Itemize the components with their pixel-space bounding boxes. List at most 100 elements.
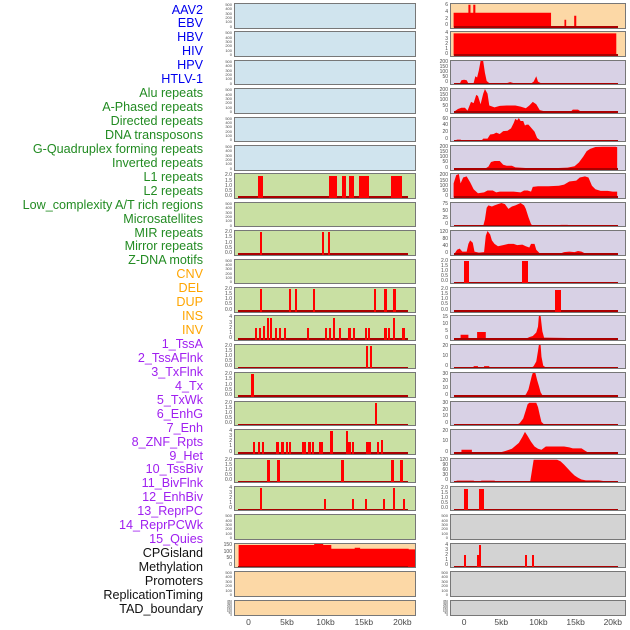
- area-plot: [454, 459, 618, 482]
- row-label: Mirror repeats: [124, 239, 203, 254]
- y-tick-label: 200: [441, 526, 448, 532]
- y-tick-label: 500: [225, 257, 232, 263]
- y-tick-label: 1: [445, 557, 448, 564]
- y-tick-label: 0.5: [225, 471, 232, 478]
- zero-baseline: [453, 508, 619, 511]
- track-row-Low_complexity A/T rich regions: 2.0 1.5 1.0 0.5 0.0: [203, 400, 416, 429]
- data-bar: [391, 459, 395, 482]
- track-panel-EBV: [234, 31, 416, 57]
- y-tick-label: 2.0: [225, 286, 232, 293]
- y-tick-label: 400: [225, 262, 232, 268]
- y-tick-label: 500: [225, 58, 232, 64]
- y-axis: 30 20 10 0: [417, 400, 450, 427]
- track-row-TAD_boundary: 350 300 250 200 150 100 50 0: [417, 599, 626, 628]
- track-panel-1_TssA: [450, 59, 626, 86]
- y-axis: 120 80 40 0: [417, 230, 450, 256]
- y-tick-label: 1.0: [225, 182, 232, 189]
- y-tick-label: 400: [225, 34, 232, 40]
- data-bar: [364, 328, 367, 340]
- data-bar: [348, 328, 351, 340]
- y-tick-label: 100: [442, 609, 448, 613]
- y-tick-label: 0.0: [225, 420, 232, 427]
- zero-baseline: [453, 423, 619, 426]
- row-label: 14_ReprPCWk: [119, 518, 203, 533]
- y-tick-label: 60: [442, 115, 448, 122]
- y-tick-label: 4: [445, 541, 448, 548]
- data-bar: [251, 374, 254, 397]
- row-label: Low_complexity A/T rich regions: [22, 197, 203, 212]
- y-tick-label: 3: [445, 35, 448, 42]
- y-tick-label: 2: [229, 324, 232, 331]
- row-label: 5_TxWk: [156, 392, 203, 407]
- row-label: Inverted repeats: [111, 155, 203, 170]
- y-tick-label: 500: [225, 570, 232, 576]
- y-tick-label: 15: [442, 314, 448, 321]
- data-bar: [365, 441, 371, 454]
- track-panel-CNV: [234, 542, 416, 569]
- track-panel-DUP: [234, 599, 416, 616]
- track-row-9_Het: 2.0 1.5 1.0 0.5 0.0: [417, 287, 626, 315]
- data-bar: [259, 328, 262, 340]
- area-plot: [454, 316, 618, 340]
- data-bar: [261, 441, 264, 454]
- area-plot: [454, 431, 618, 454]
- row-label: L2 repeats: [143, 183, 203, 198]
- y-axis: 500 400 300 200 100 0: [203, 145, 234, 171]
- data-bar: [373, 289, 376, 312]
- zero-baseline: [453, 253, 619, 255]
- track-panel-Z-DNA motifs: [234, 514, 416, 540]
- y-tick-label: 0.5: [225, 244, 232, 251]
- zero-baseline: [237, 395, 408, 397]
- y-tick-label: 1.5: [225, 404, 232, 411]
- y-tick-label: 25: [442, 214, 448, 221]
- data-bar: [323, 498, 327, 511]
- y-tick-label: 200: [226, 604, 232, 609]
- y-tick-label: 20: [442, 378, 448, 385]
- zero-baseline: [453, 82, 619, 85]
- data-bar: [479, 544, 481, 568]
- y-tick-label: 100: [226, 609, 232, 613]
- data-bar: [313, 289, 316, 312]
- track-panel-CPGisland: [450, 485, 626, 512]
- area-plot: [454, 146, 618, 170]
- track-row-L2 repeats: 2.0 1.5 1.0 0.5 0.0: [203, 372, 416, 400]
- y-tick-label: 0: [445, 164, 448, 171]
- data-bar: [277, 459, 281, 482]
- y-tick-label: 500: [441, 513, 448, 519]
- y-tick-label: 40: [442, 122, 448, 129]
- zero-baseline: [237, 565, 408, 568]
- row-label: 10_TssBiv: [145, 462, 203, 477]
- data-bar: [286, 441, 289, 454]
- y-tick-label: 400: [225, 148, 232, 154]
- y-axis: 500 400 300 200 100 0: [203, 257, 234, 285]
- x-tick-label: 5kb: [494, 617, 509, 627]
- data-bar: [279, 328, 282, 340]
- row-label: 11_BivFlnk: [141, 476, 203, 491]
- y-tick-label: 0: [445, 249, 448, 256]
- y-tick-label: 500: [225, 87, 232, 93]
- track-column-right: 6 4 2 0 4 3 2 1 0 200 150 100 50 0 200 150 100 50 0 60 40 20 0…: [417, 3, 626, 628]
- y-tick-label: 2: [229, 438, 232, 445]
- y-tick-label: 20: [442, 428, 448, 435]
- y-tick-label: 300: [225, 67, 232, 73]
- row-label: TAD_boundary: [119, 601, 203, 616]
- y-tick-label: 3: [445, 546, 448, 553]
- y-tick-label: 0: [229, 448, 232, 455]
- track-panel-6_EnhG: [450, 201, 626, 228]
- track-row-HBV: 500 400 300 200 100 0: [203, 58, 416, 88]
- y-tick-label: 0: [229, 279, 232, 285]
- y-tick-label: 1.5: [225, 291, 232, 298]
- y-tick-label: 0: [229, 505, 232, 512]
- y-tick-label: 50: [444, 611, 448, 616]
- y-tick-label: 30: [442, 371, 448, 378]
- y-tick-label: 200: [441, 583, 448, 589]
- area-plot: [453, 33, 617, 56]
- row-label: Microsatellites: [123, 211, 203, 226]
- zero-baseline: [237, 508, 408, 511]
- row-label: Promoters: [144, 573, 203, 588]
- row-label: G-Quadruplex forming repeats: [32, 141, 203, 156]
- y-tick-label: 0.0: [441, 306, 448, 313]
